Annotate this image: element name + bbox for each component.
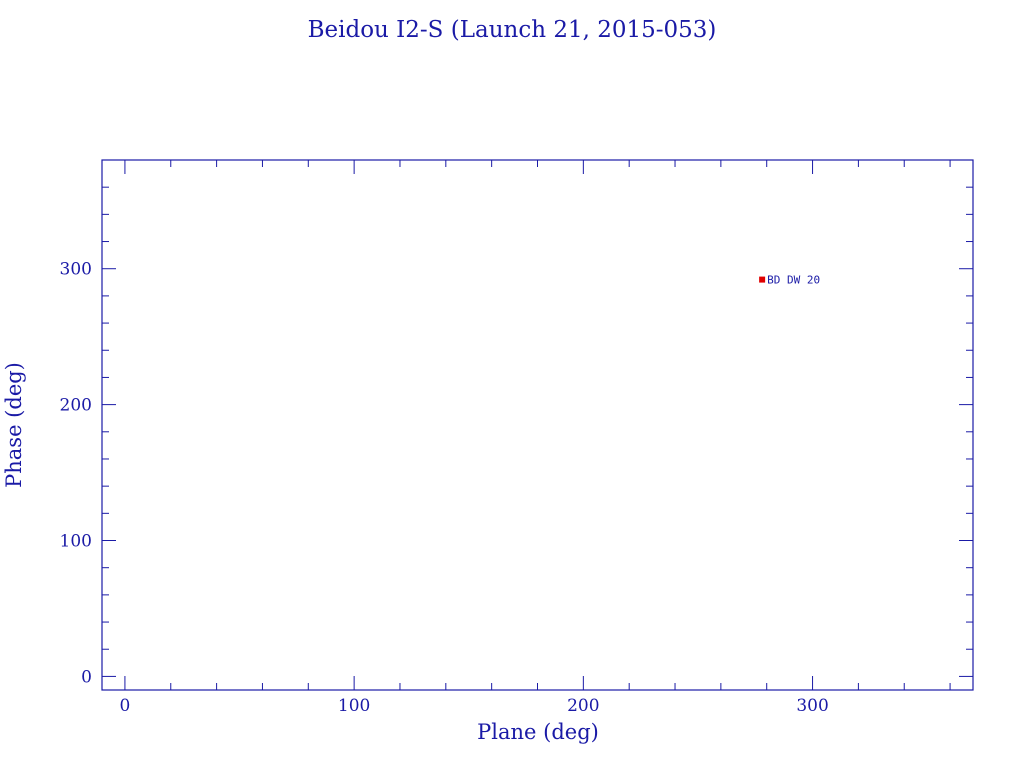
data-point — [759, 276, 766, 283]
x-tick-label: 0 — [120, 696, 131, 716]
y-axis-label: Phase (deg) — [2, 362, 26, 488]
y-tick-label: 200 — [60, 396, 92, 416]
x-tick-label: 300 — [796, 696, 828, 716]
chart-title: Beidou I2-S (Launch 21, 2015-053) — [308, 17, 717, 43]
x-tick-label: 100 — [338, 696, 370, 716]
y-tick-label: 0 — [81, 667, 92, 687]
x-tick-label: 200 — [567, 696, 599, 716]
point-label: BD DW 20 — [767, 274, 820, 287]
y-tick-label: 300 — [60, 260, 92, 280]
y-tick-label: 100 — [60, 532, 92, 552]
x-axis-label: Plane (deg) — [477, 720, 599, 744]
plot-frame — [101, 159, 974, 691]
